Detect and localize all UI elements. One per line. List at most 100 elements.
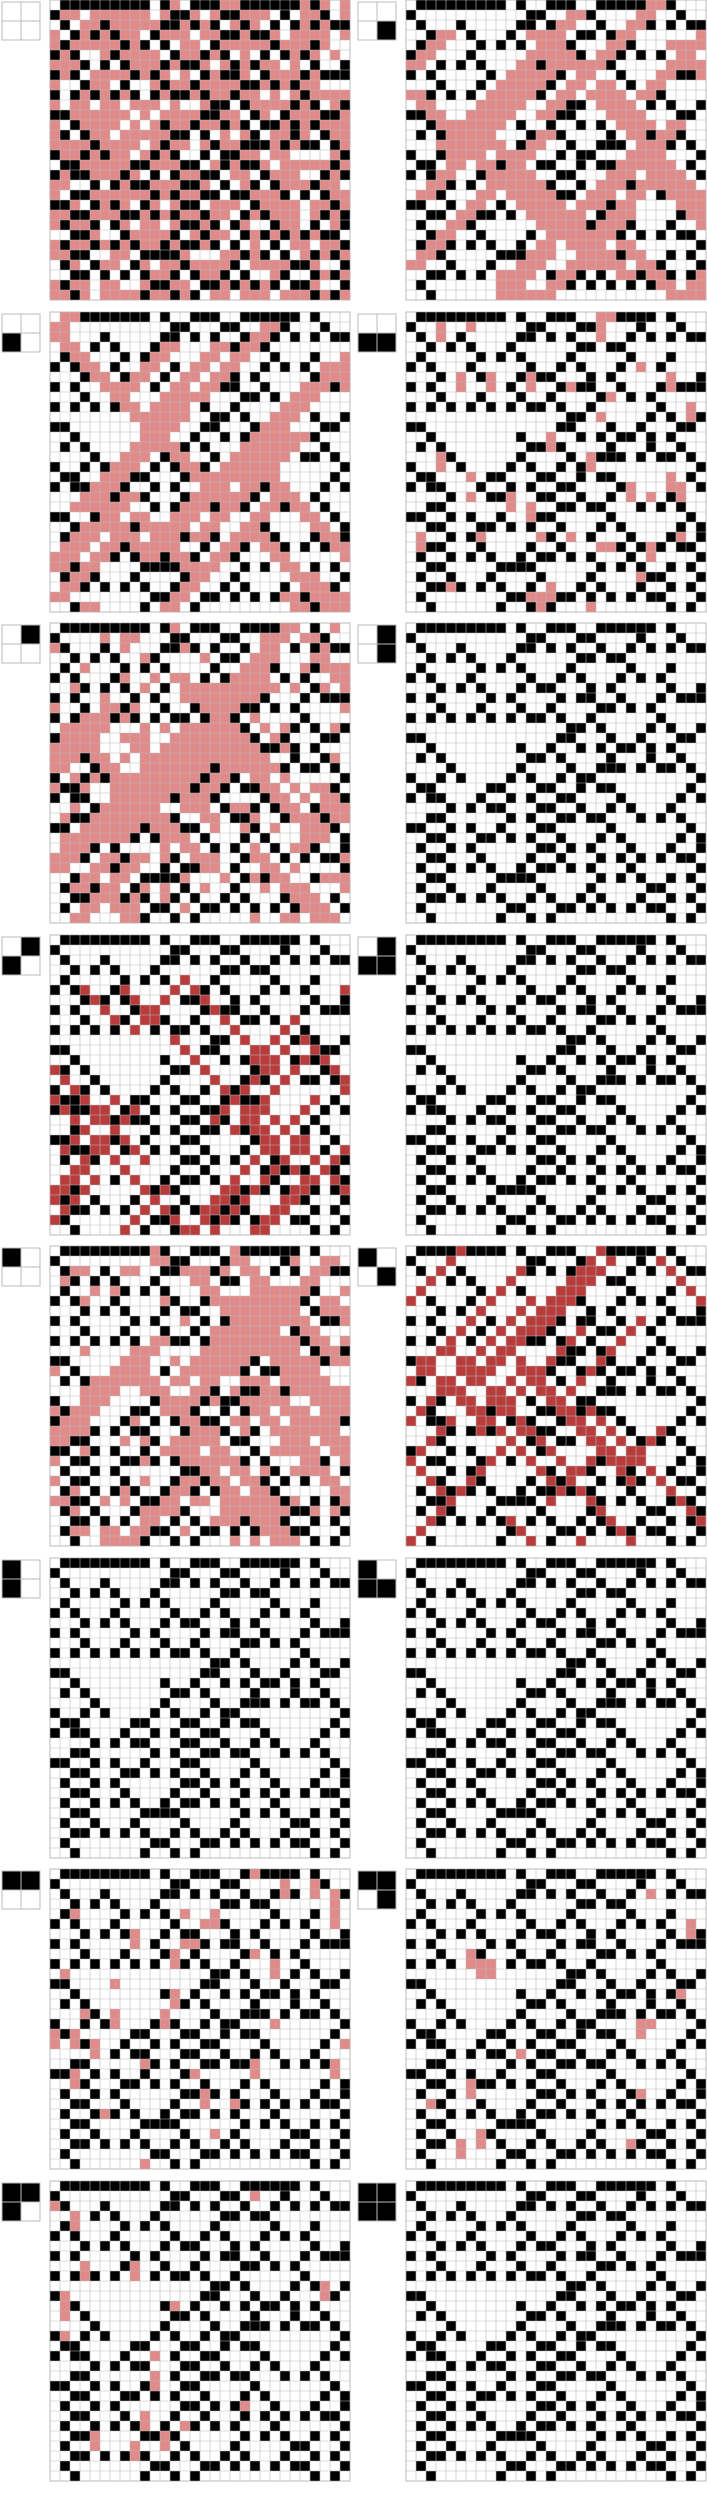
grid-cell bbox=[586, 402, 596, 412]
grid-cell bbox=[636, 230, 646, 240]
grid-cell bbox=[170, 322, 180, 332]
grid-cell bbox=[90, 120, 100, 130]
grid-cell bbox=[70, 1718, 80, 1728]
grid-cell bbox=[320, 20, 330, 30]
grid-cell bbox=[80, 210, 90, 220]
grid-cell bbox=[200, 1526, 210, 1536]
grid-cell bbox=[636, 1476, 646, 1486]
grid-cell bbox=[456, 270, 466, 280]
grid-cell bbox=[320, 1376, 330, 1386]
grid-cell bbox=[476, 160, 486, 170]
grid-cell bbox=[90, 362, 100, 372]
grid-cell bbox=[536, 803, 546, 813]
grid-cell bbox=[210, 713, 220, 723]
grid-cell bbox=[180, 1568, 190, 1578]
grid-cell bbox=[636, 1246, 646, 1256]
grid-cell bbox=[466, 472, 476, 482]
grid-cell bbox=[320, 372, 330, 382]
grid-cell bbox=[50, 793, 60, 803]
grid-cell bbox=[330, 1095, 340, 1105]
grid-cell bbox=[110, 250, 120, 260]
grid-cell bbox=[140, 582, 150, 592]
grid-cell bbox=[80, 823, 90, 833]
grid-cell bbox=[636, 763, 646, 773]
grid-cell bbox=[290, 1536, 300, 1546]
grid-cell bbox=[240, 1346, 250, 1356]
grid-cell bbox=[60, 260, 70, 270]
grid-cell bbox=[100, 260, 110, 270]
grid-cell bbox=[506, 90, 516, 100]
grid-cell bbox=[130, 793, 140, 803]
grid-cell bbox=[180, 90, 190, 100]
grid-cell bbox=[506, 502, 516, 512]
grid-cell bbox=[536, 1406, 546, 1416]
grid-cell bbox=[320, 532, 330, 542]
grid-cell bbox=[300, 1185, 310, 1195]
grid-cell bbox=[80, 1768, 90, 1778]
grid-cell bbox=[130, 60, 140, 70]
grid-cell bbox=[310, 1185, 320, 1195]
grid-cell bbox=[496, 270, 506, 280]
grid-cell bbox=[280, 1195, 290, 1205]
grid-cell bbox=[536, 70, 546, 80]
grid-cell bbox=[60, 312, 70, 322]
grid-cell bbox=[260, 542, 270, 552]
grid-cell bbox=[140, 130, 150, 140]
grid-cell bbox=[546, 120, 556, 130]
grid-cell bbox=[576, 1316, 586, 1326]
grid-cell bbox=[250, 783, 260, 793]
grid-cell bbox=[280, 1668, 290, 1678]
grid-cell bbox=[696, 773, 706, 783]
grid-cell bbox=[220, 1005, 230, 1015]
grid-cell bbox=[436, 230, 446, 240]
grid-cell bbox=[250, 10, 260, 20]
grid-cell bbox=[606, 1135, 616, 1145]
grid-cell bbox=[676, 60, 686, 70]
grid-cell bbox=[210, 935, 220, 945]
rule-icon-cell bbox=[376, 1247, 397, 1268]
grid-cell bbox=[536, 512, 546, 522]
grid-cell bbox=[170, 90, 180, 100]
grid-cell bbox=[280, 733, 290, 743]
grid-cell bbox=[566, 1215, 576, 1225]
grid-cell bbox=[426, 793, 436, 803]
grid-cell bbox=[666, 1536, 676, 1546]
grid-cell bbox=[300, 10, 310, 20]
grid-cell bbox=[566, 220, 576, 230]
grid-cell bbox=[270, 502, 280, 512]
grid-cell bbox=[160, 1055, 170, 1065]
grid-cell bbox=[200, 1215, 210, 1225]
grid-cell bbox=[526, 50, 536, 60]
grid-cell bbox=[260, 200, 270, 210]
grid-cell bbox=[120, 160, 130, 170]
grid-cell bbox=[150, 522, 160, 532]
grid-cell bbox=[230, 342, 240, 352]
grid-cell bbox=[60, 50, 70, 60]
grid-cell bbox=[546, 1135, 556, 1145]
grid-cell bbox=[686, 1005, 696, 1015]
grid-cell bbox=[130, 703, 140, 713]
grid-cell bbox=[426, 713, 436, 723]
grid-cell bbox=[60, 592, 70, 602]
grid-cell bbox=[180, 290, 190, 300]
grid-cell bbox=[230, 1155, 240, 1165]
grid-cell bbox=[586, 633, 596, 643]
grid-cell bbox=[230, 1456, 240, 1466]
grid-cell bbox=[70, 1506, 80, 1516]
grid-cell bbox=[260, 452, 270, 462]
grid-cell bbox=[50, 985, 60, 995]
grid-cell bbox=[90, 572, 100, 582]
grid-cell bbox=[696, 863, 706, 873]
grid-cell bbox=[536, 1316, 546, 1326]
grid-cell bbox=[250, 1668, 260, 1678]
grid-cell bbox=[250, 1516, 260, 1526]
grid-cell bbox=[280, 1346, 290, 1356]
grid-cell bbox=[436, 80, 446, 90]
grid-cell bbox=[80, 1165, 90, 1175]
grid-cell bbox=[250, 763, 260, 773]
grid-cell bbox=[666, 643, 676, 653]
grid-cell bbox=[180, 502, 190, 512]
grid-cell bbox=[180, 552, 190, 562]
grid-cell bbox=[190, 582, 200, 592]
grid-cell bbox=[340, 873, 350, 883]
